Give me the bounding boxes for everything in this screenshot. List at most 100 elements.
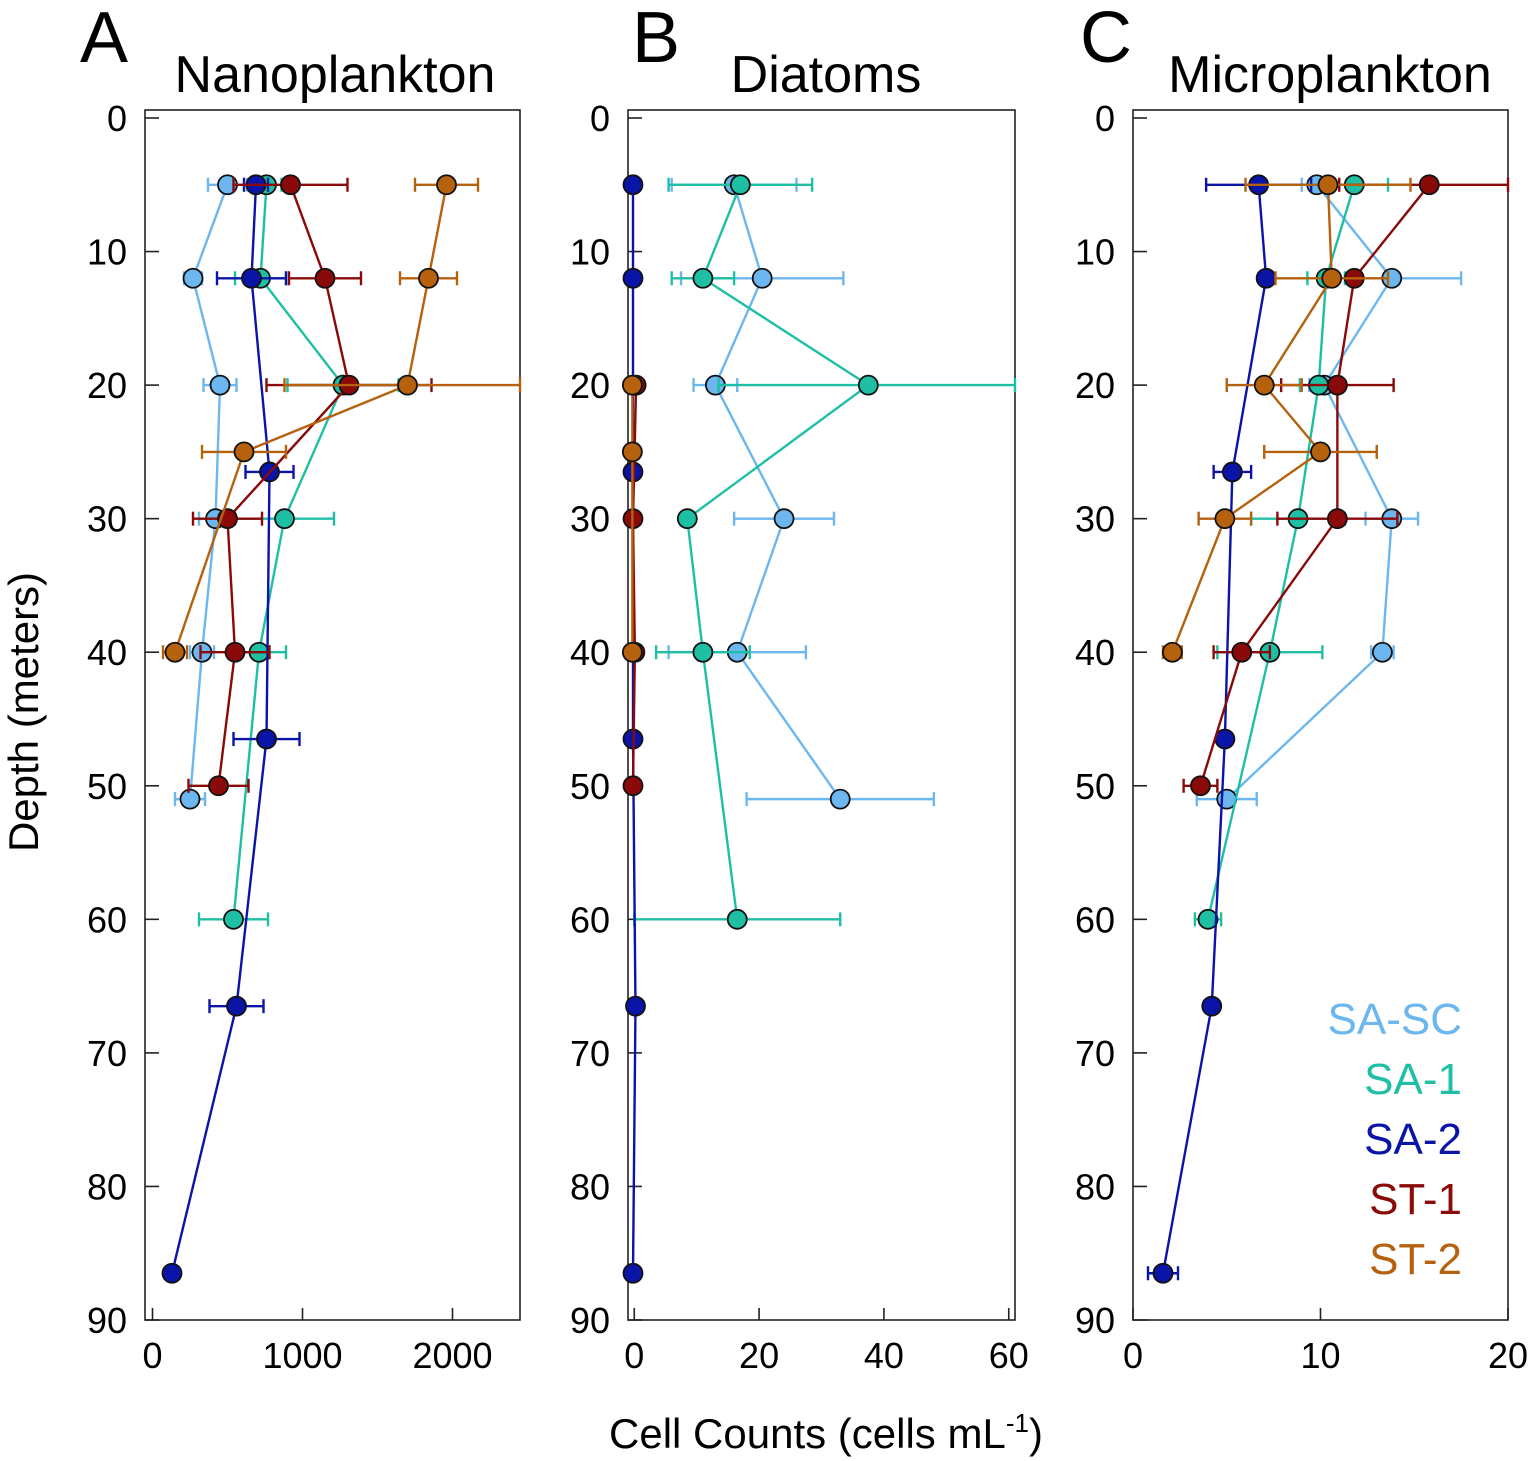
series-st-2 xyxy=(161,174,522,663)
data-point xyxy=(622,1262,644,1284)
series-sa-sc xyxy=(667,174,936,810)
data-point xyxy=(751,267,773,289)
panel-letter: C xyxy=(1080,0,1132,78)
data-point xyxy=(726,908,748,930)
y-tick-label: 20 xyxy=(1075,365,1115,406)
data-point xyxy=(314,267,336,289)
y-tick-label: 50 xyxy=(570,766,610,807)
series-line xyxy=(686,184,871,920)
data-point xyxy=(621,374,643,396)
y-tick-label: 90 xyxy=(1075,1300,1115,1341)
data-point xyxy=(226,995,247,1017)
data-point xyxy=(829,788,851,810)
series-line xyxy=(173,184,448,653)
y-tick-label: 80 xyxy=(87,1166,127,1207)
y-tick-label: 40 xyxy=(1075,632,1115,673)
x-tick-label: 60 xyxy=(989,1335,1029,1376)
series-st-1 xyxy=(187,174,433,797)
data-point xyxy=(1190,775,1211,797)
series-line xyxy=(170,184,271,1274)
legend-item: SA-2 xyxy=(1364,1115,1462,1164)
x-tick-label: 0 xyxy=(624,1335,644,1376)
legend-item: ST-2 xyxy=(1369,1235,1462,1284)
data-point xyxy=(1214,508,1236,530)
panel-b: B Diatoms 0 10 20 30 40 50 60 70 80 90 0 20 40 60 xyxy=(570,0,1029,1376)
series-line xyxy=(1225,184,1394,801)
series-sa-2 xyxy=(1146,174,1313,1284)
legend-item: ST-1 xyxy=(1369,1175,1462,1224)
panel-letter: B xyxy=(632,0,680,78)
data-point xyxy=(622,775,644,797)
data-point xyxy=(161,1262,183,1284)
plot-frame xyxy=(627,109,1016,1321)
data-point xyxy=(1231,641,1253,663)
panel-title: Diatoms xyxy=(731,46,922,104)
panel-title: Microplankton xyxy=(1168,46,1492,104)
y-tick-label: 70 xyxy=(1075,1033,1115,1074)
y-tick-label: 80 xyxy=(570,1166,610,1207)
y-tick-label: 40 xyxy=(570,632,610,673)
data-point xyxy=(1161,641,1183,663)
data-point xyxy=(1197,908,1219,930)
data-point xyxy=(241,267,262,289)
y-tick-label: 60 xyxy=(1075,899,1115,940)
panel-a: A Nanoplankton 0 10 20 30 40 50 60 70 80 90 0 1000 200… xyxy=(80,0,522,1376)
y-tick-label: 30 xyxy=(87,499,127,540)
data-point xyxy=(1326,508,1348,530)
y-tick-label: 10 xyxy=(1075,232,1115,273)
y-tick-label: 60 xyxy=(87,899,127,940)
x-tick-label: 0 xyxy=(1123,1335,1143,1376)
data-point xyxy=(274,508,295,530)
y-tick-label: 40 xyxy=(87,632,127,673)
y-tick-label: 90 xyxy=(87,1300,127,1341)
data-point xyxy=(1221,461,1243,483)
data-point xyxy=(625,995,646,1017)
legend: SA-SC SA-1 SA-2 ST-1 ST-2 xyxy=(1328,995,1462,1284)
x-axis-title-superscript: -1 xyxy=(1006,1408,1029,1438)
panel-letter: A xyxy=(80,0,128,78)
y-tick-label: 50 xyxy=(1075,766,1115,807)
x-tick-label: 20 xyxy=(739,1335,779,1376)
data-point xyxy=(233,441,255,463)
series-line xyxy=(217,184,351,786)
data-point xyxy=(1326,374,1348,396)
data-point xyxy=(1253,374,1275,396)
data-point xyxy=(397,374,418,396)
data-point xyxy=(1321,267,1343,289)
legend-item: SA-1 xyxy=(1364,1055,1462,1104)
data-point xyxy=(164,641,186,663)
y-tick-label: 80 xyxy=(1075,1166,1115,1207)
x-tick-label: 40 xyxy=(864,1335,904,1376)
data-point xyxy=(1255,267,1277,289)
data-point xyxy=(621,641,643,663)
y-tick-label: 30 xyxy=(1075,499,1115,540)
y-tick-label: 0 xyxy=(590,98,610,139)
y-tick-label: 10 xyxy=(87,232,127,273)
series-sa-1 xyxy=(633,174,1017,930)
y-tick-label: 70 xyxy=(570,1033,610,1074)
data-point xyxy=(622,174,644,196)
series-st-2 xyxy=(1161,174,1412,663)
data-point xyxy=(1418,174,1440,196)
series-sa-sc xyxy=(173,174,249,810)
data-point xyxy=(621,441,643,463)
data-point xyxy=(256,728,277,750)
y-tick-label: 10 xyxy=(570,232,610,273)
data-point xyxy=(692,641,714,663)
data-point xyxy=(179,788,201,810)
data-point xyxy=(692,267,714,289)
data-point xyxy=(773,508,795,530)
series-sa-2 xyxy=(161,174,301,1284)
x-tick-label: 1000 xyxy=(262,1335,342,1376)
y-tick-label: 60 xyxy=(570,899,610,940)
series-sa-1 xyxy=(1193,174,1390,930)
data-point xyxy=(1310,441,1331,463)
data-point xyxy=(857,374,879,396)
x-tick-label: 10 xyxy=(1300,1335,1340,1376)
legend-item: SA-SC xyxy=(1328,995,1462,1044)
x-axis-title: Cell Counts (cells mL-1) xyxy=(609,1408,1043,1457)
data-point xyxy=(223,908,244,930)
y-tick-label: 0 xyxy=(1095,98,1115,139)
